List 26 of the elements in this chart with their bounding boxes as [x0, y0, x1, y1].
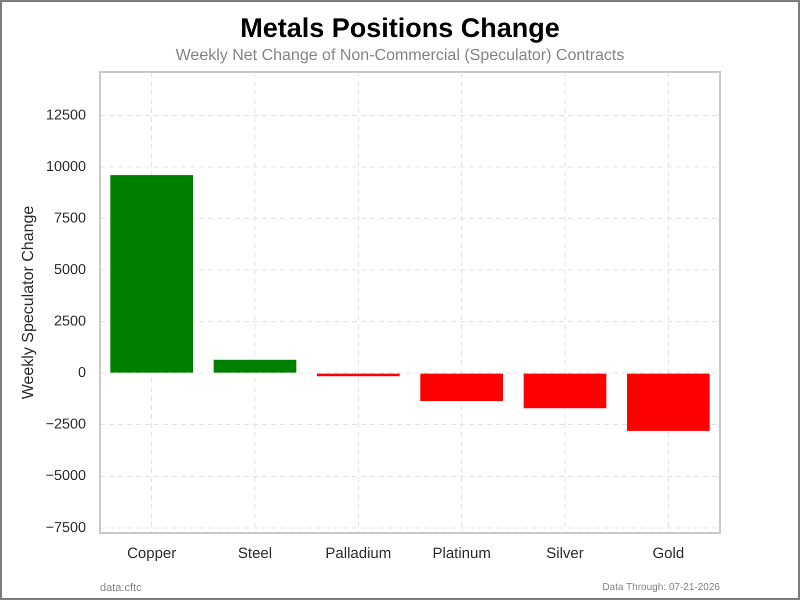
text: Data Through: 07-21-2026: [602, 581, 720, 595]
y-axis-title: Weekly Speculator Change: [20, 206, 38, 400]
y-tick-label: −2500: [46, 416, 86, 433]
y-tick-label: 12500: [46, 107, 86, 124]
chart-subtitle: Weekly Net Change of Non-Commercial (Speculator) Contracts: [174, 46, 626, 66]
x-tick-label: Gold: [652, 545, 684, 562]
bar: [317, 374, 400, 376]
y-tick-label: −7500: [46, 520, 86, 536]
y-tick-label: 7500: [54, 210, 86, 226]
bar: [110, 175, 193, 373]
x-tick-label: Steel: [238, 545, 272, 562]
bar: [627, 374, 710, 431]
y-tick-label: 0: [78, 365, 86, 382]
y-tick-label: 2500: [54, 314, 86, 330]
y-tick-label: 10000: [46, 158, 86, 175]
y-tick-label: −5000: [46, 468, 86, 484]
x-tick-label: Platinum: [432, 545, 491, 562]
bar: [524, 374, 606, 408]
chart-title: Metals Positions Change: [239, 12, 561, 45]
x-tick-label: Copper: [127, 545, 176, 562]
x-tick-label: Silver: [546, 545, 584, 562]
text: data:cftc: [100, 581, 142, 596]
x-tick-label: Palladium: [325, 545, 392, 562]
bar: [214, 360, 296, 373]
y-tick-label: 5000: [54, 262, 86, 278]
bar: [420, 374, 503, 401]
